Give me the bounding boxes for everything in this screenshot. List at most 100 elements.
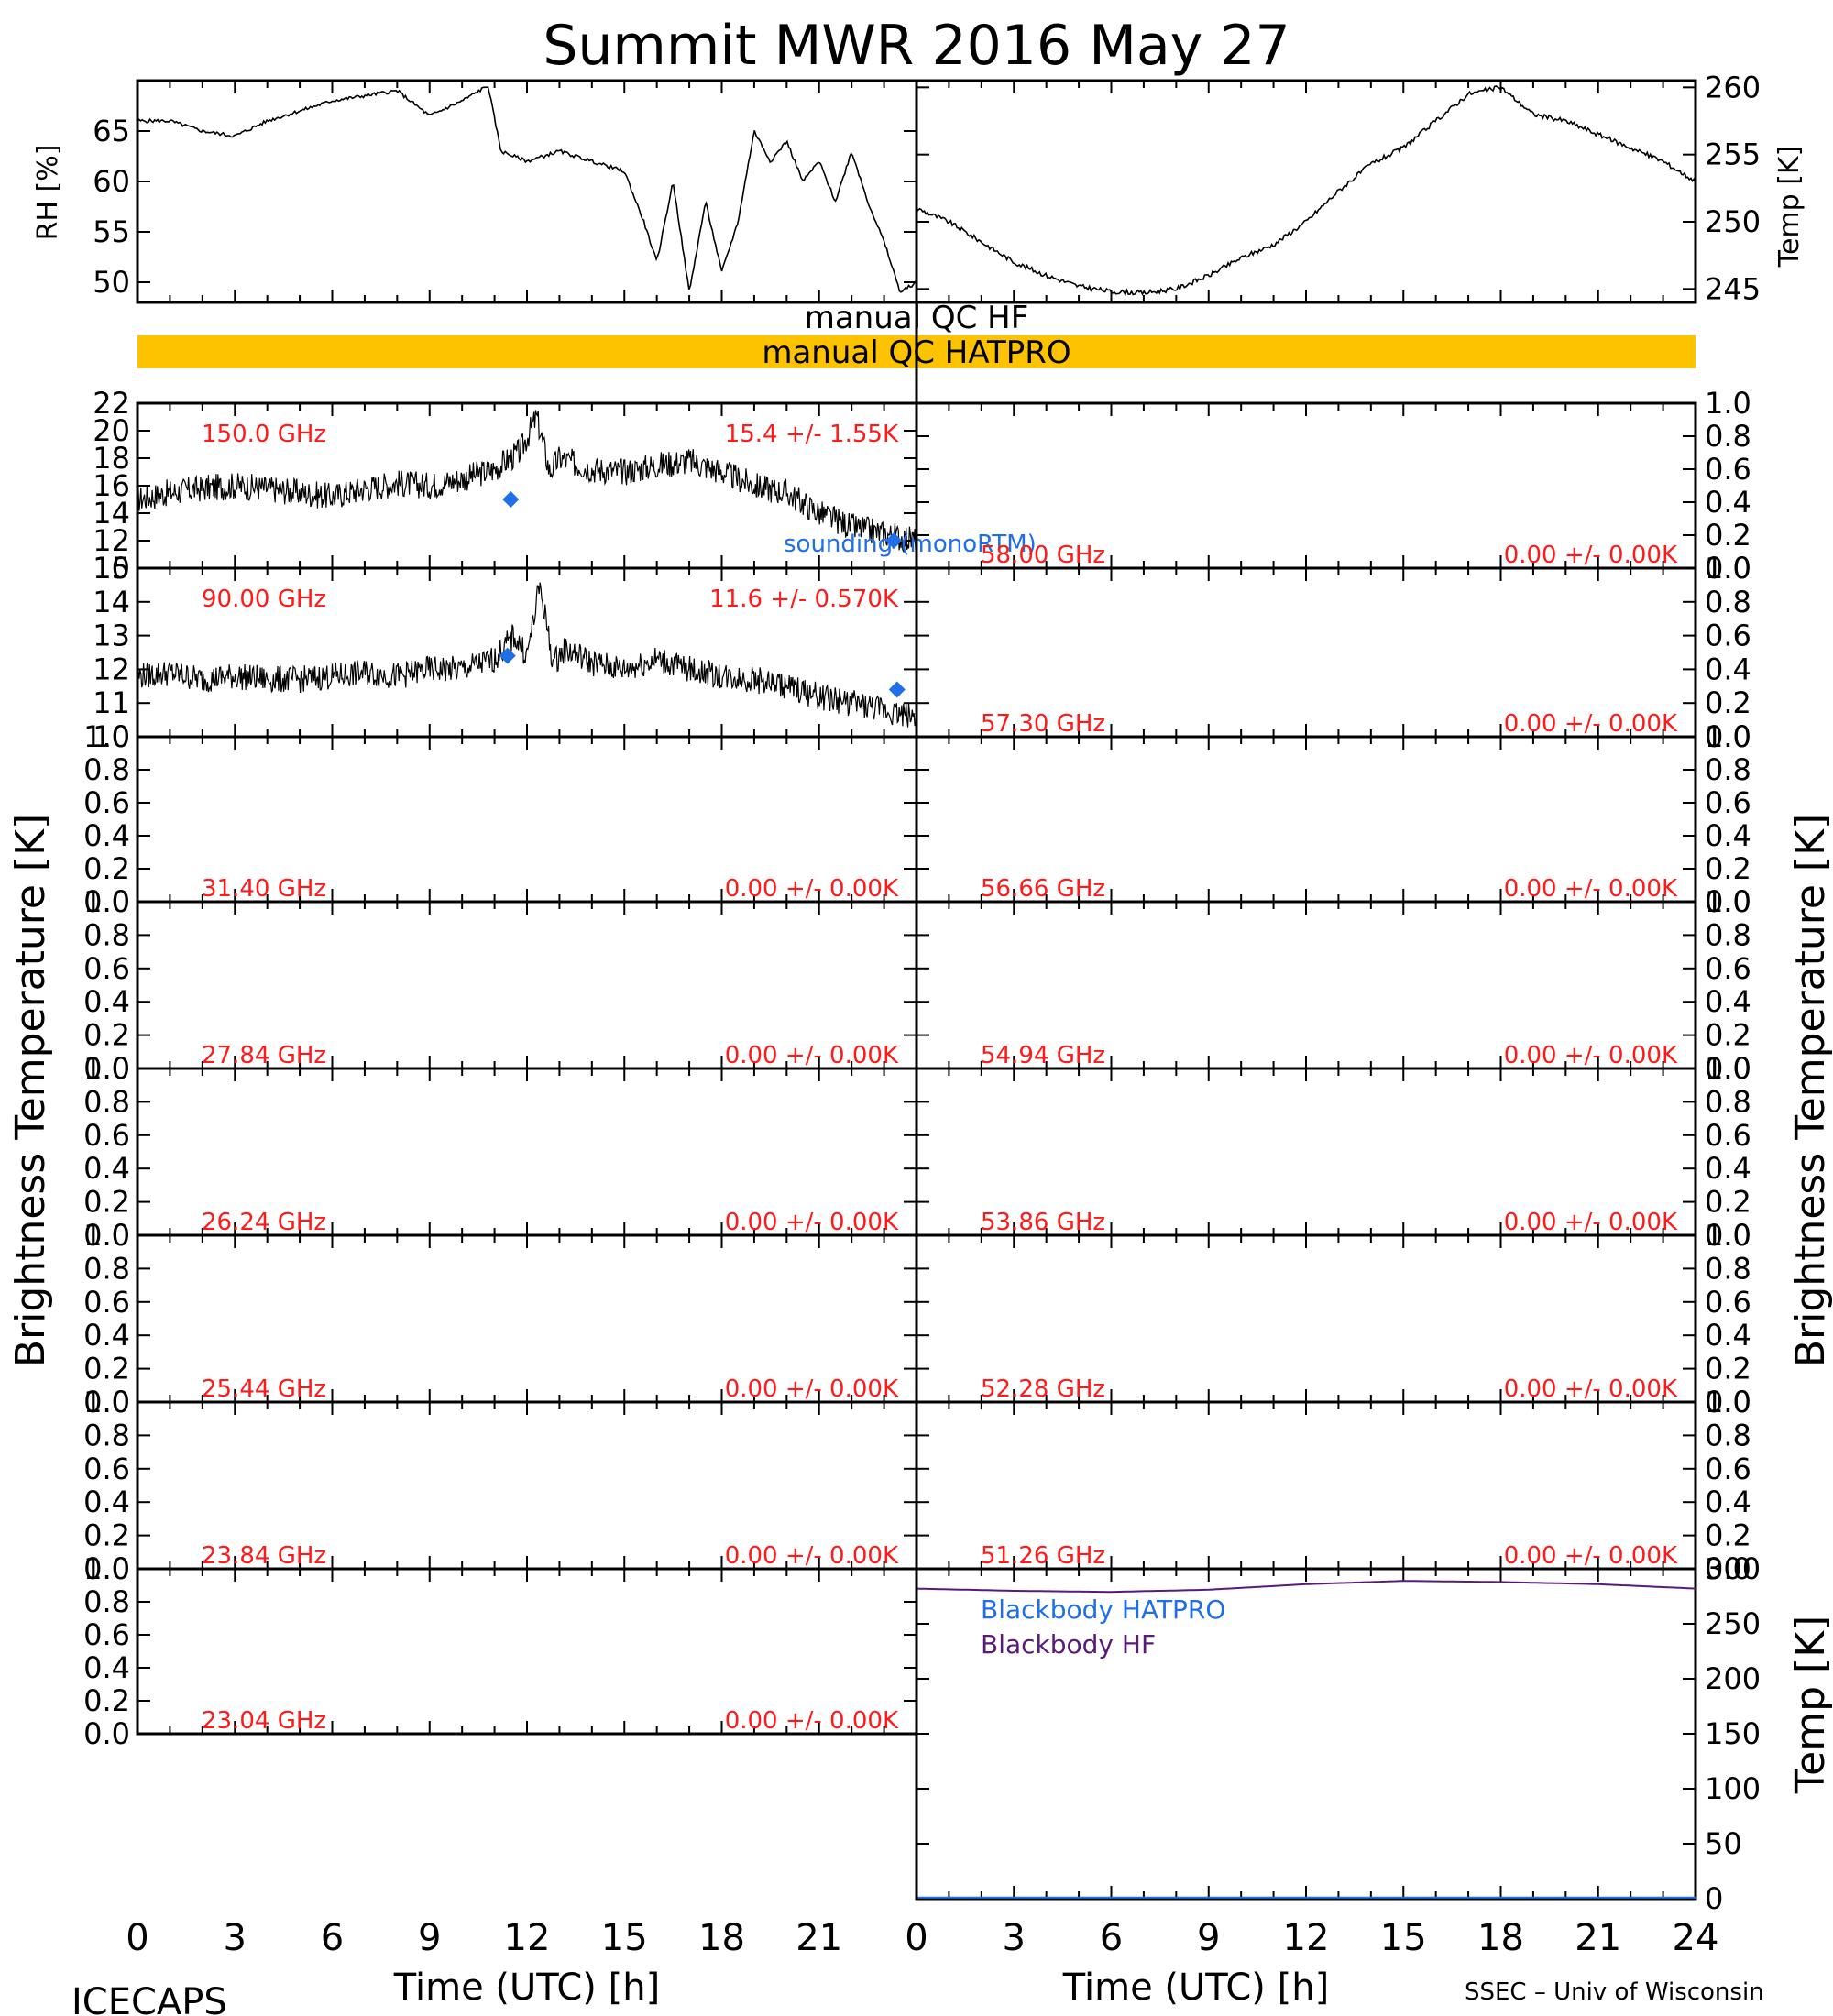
panel-2544ghz-ytick-label: 0.4: [83, 1318, 130, 1353]
panel-2784ghz: 0.00.20.40.60.81.027.84 GHz 0.00 +/- 0.00…: [83, 884, 918, 1086]
x-tick-label-right: 0: [905, 1917, 927, 1959]
x-tick-label-left: 6: [321, 1917, 344, 1959]
panel-1500ghz-ytick-label: 12: [93, 523, 130, 558]
panel-2624ghz: 0.00.20.40.60.81.026.24 GHz 0.00 +/- 0.00…: [83, 1051, 918, 1253]
panel-5666ghz-ytick-label: 0.6: [1705, 785, 1751, 820]
panel-5800ghz-ytick-label: 0.2: [1705, 518, 1751, 553]
panel-5494ghz-stat-label: 0.00 +/- 0.00K: [1504, 1042, 1678, 1069]
panel-rh: 50 55 60 65 RH [%]: [32, 79, 918, 304]
panel-5666ghz-ytick-label: 0.4: [1705, 818, 1751, 853]
panel-2544ghz-ytick-label: 0.2: [83, 1352, 130, 1386]
panel-2304ghz-stat-label: 0.00 +/- 0.00K: [725, 1707, 899, 1735]
panel-2544ghz: 0.00.20.40.60.81.025.44 GHz 0.00 +/- 0.00…: [83, 1218, 918, 1419]
panel-2384ghz-ytick-label: 0.0: [83, 1551, 130, 1586]
panel-5666ghz-ytick-label: 0.2: [1705, 851, 1751, 886]
panel-2784ghz-ytick-label: 1.0: [83, 884, 130, 919]
panel-2544ghz-ytick-label: 0.8: [83, 1251, 130, 1286]
panel-1500ghz-ytick-label: 20: [93, 413, 130, 448]
x-tick-label-left: 15: [601, 1917, 648, 1959]
panel-blackbody-ytick-label: 200: [1705, 1661, 1761, 1696]
rh-axis-label: RH [%]: [32, 145, 64, 241]
panel-5730ghz-ytick-label: 0.2: [1705, 685, 1751, 720]
panel-temp: 245 250 255 260 Temp [K]: [915, 70, 1806, 306]
panel-5126ghz-ytick-label: 0.8: [1705, 1418, 1751, 1452]
panel-5494ghz-ytick-label: 0.0: [1705, 1051, 1751, 1086]
panel-2624ghz-ytick-label: 0.8: [83, 1084, 130, 1119]
x-tick-label-right: 3: [1003, 1917, 1026, 1959]
panel-5800ghz-stat-label: 0.00 +/- 0.00K: [1504, 542, 1678, 569]
panel-temp-ytick-label: 260: [1705, 70, 1761, 104]
panel-9000ghz-ytick-label: 15: [93, 551, 130, 586]
panel-2784ghz-ytick-label: 0.4: [83, 984, 130, 1019]
panel-1500ghz-sounding-marker: [885, 532, 903, 549]
panel-3140ghz-stat-label: 0.00 +/- 0.00K: [725, 875, 899, 903]
panel-temp-ytick-label: 255: [1705, 137, 1761, 172]
panel-2384ghz-ytick-label: 0.4: [83, 1485, 130, 1519]
panel-9000ghz-ytick-label: 10: [93, 719, 130, 754]
panel-blackbody-ytick-label: 150: [1705, 1716, 1761, 1751]
panel-2304ghz-ytick-label: 0.6: [83, 1617, 130, 1652]
panel-5730ghz-ytick-label: 0.0: [1705, 719, 1751, 754]
temp-axis-label: Temp [K]: [1773, 146, 1806, 268]
x-tick-label-left: 0: [126, 1917, 148, 1959]
panel-blackbody-ytick-label: 0: [1705, 1881, 1723, 1916]
panel-5386ghz-ytick-label: 0.4: [1705, 1151, 1751, 1186]
x-tick-label-right: 15: [1380, 1917, 1427, 1959]
x-tick-label-left: 9: [418, 1917, 441, 1959]
panel-5730ghz-stat-label: 0.00 +/- 0.00K: [1504, 710, 1678, 738]
panel-9000ghz-sounding-marker: [499, 647, 516, 664]
blackbody-axis-label: Temp [K]: [1787, 1616, 1833, 1794]
panel-5126ghz-ytick-label: 1.0: [1705, 1385, 1751, 1419]
panel-2304ghz-ytick-label: 0.2: [83, 1683, 130, 1718]
panel-5800ghz-ytick-label: 0.0: [1705, 551, 1751, 586]
panel-5228ghz-ytick-label: 0.2: [1705, 1352, 1751, 1386]
panel-2384ghz-ytick-label: 0.2: [83, 1518, 130, 1553]
panel-5800ghz-ytick-label: 1.0: [1705, 386, 1751, 421]
panel-5494ghz-ytick-label: 0.8: [1705, 917, 1751, 952]
panel-2384ghz: 0.00.20.40.60.81.023.84 GHz 0.00 +/- 0.00…: [83, 1385, 918, 1586]
panel-2624ghz-ytick-label: 0.6: [83, 1118, 130, 1153]
panel-5730ghz: 0.00.20.40.60.81.057.30 GHz 0.00 +/- 0.00…: [915, 551, 1751, 754]
panel-1500ghz-ytick-label: 14: [93, 496, 130, 531]
x-tick-label-right: 9: [1197, 1917, 1220, 1959]
panel-rh-ytick-label: 50: [93, 265, 130, 300]
panel-5126ghz-ytick-label: 0.2: [1705, 1518, 1751, 1553]
panel-5126ghz-ytick-label: 0.6: [1705, 1452, 1751, 1486]
panel-3140ghz: 0.00.20.40.60.81.031.40 GHz 0.00 +/- 0.00…: [83, 719, 918, 919]
x-tick-label-left: 21: [796, 1917, 842, 1959]
panel-5800ghz-channel-label: 58.00 GHz: [981, 542, 1105, 569]
panel-rh-ytick-label: 55: [93, 214, 130, 249]
panel-9000ghz-stat-label: 11.6 +/- 0.570K: [709, 586, 899, 613]
panel-2304ghz-channel-label: 23.04 GHz: [202, 1707, 326, 1735]
panel-2624ghz-stat-label: 0.00 +/- 0.00K: [725, 1209, 899, 1236]
panel-3140ghz-ytick-label: 1.0: [83, 719, 130, 754]
panel-5800ghz-ytick-label: 0.4: [1705, 485, 1751, 520]
footer-right: SSEC – Univ of Wisconsin: [1465, 1978, 1764, 2006]
panel-5494ghz-ytick-label: 0.2: [1705, 1018, 1751, 1053]
panel-1500ghz-ytick-label: 18: [93, 441, 130, 476]
panel-5228ghz-ytick-label: 0.0: [1705, 1385, 1751, 1419]
panel-5228ghz-ytick-label: 0.4: [1705, 1318, 1751, 1353]
panel-2784ghz-stat-label: 0.00 +/- 0.00K: [725, 1042, 899, 1069]
panel-5666ghz-ytick-label: 0.8: [1705, 752, 1751, 787]
panel-5730ghz-channel-label: 57.30 GHz: [981, 710, 1105, 738]
panel-1500ghz-stat-label: 15.4 +/- 1.55K: [725, 421, 899, 448]
panel-5386ghz-stat-label: 0.00 +/- 0.00K: [1504, 1209, 1678, 1236]
panel-5126ghz-ytick-label: 0.0: [1705, 1551, 1751, 1586]
panel-5126ghz: 0.00.20.40.60.81.051.26 GHz 0.00 +/- 0.00…: [915, 1385, 1751, 1586]
panel-2784ghz-ytick-label: 0.8: [83, 917, 130, 952]
panel-5800ghz-ytick-label: 0.6: [1705, 452, 1751, 487]
panel-5386ghz: 0.00.20.40.60.81.053.86 GHz 0.00 +/- 0.00…: [915, 1051, 1751, 1253]
x-tick-label-right: 6: [1100, 1917, 1123, 1959]
x-tick-label-right: 18: [1477, 1917, 1524, 1959]
panel-9000ghz-ytick-label: 12: [93, 652, 130, 686]
panel-3140ghz-ytick-label: 0.4: [83, 818, 130, 853]
panel-2384ghz-stat-label: 0.00 +/- 0.00K: [725, 1542, 899, 1570]
panel-5386ghz-ytick-label: 1.0: [1705, 1051, 1751, 1086]
blackbody-legend-0: Blackbody HATPRO: [981, 1594, 1225, 1625]
panel-2624ghz-ytick-label: 0.0: [83, 1218, 130, 1253]
panel-9000ghz-ytick-label: 14: [93, 585, 130, 619]
panel-5666ghz: 0.00.20.40.60.81.056.66 GHz 0.00 +/- 0.00…: [915, 719, 1751, 919]
